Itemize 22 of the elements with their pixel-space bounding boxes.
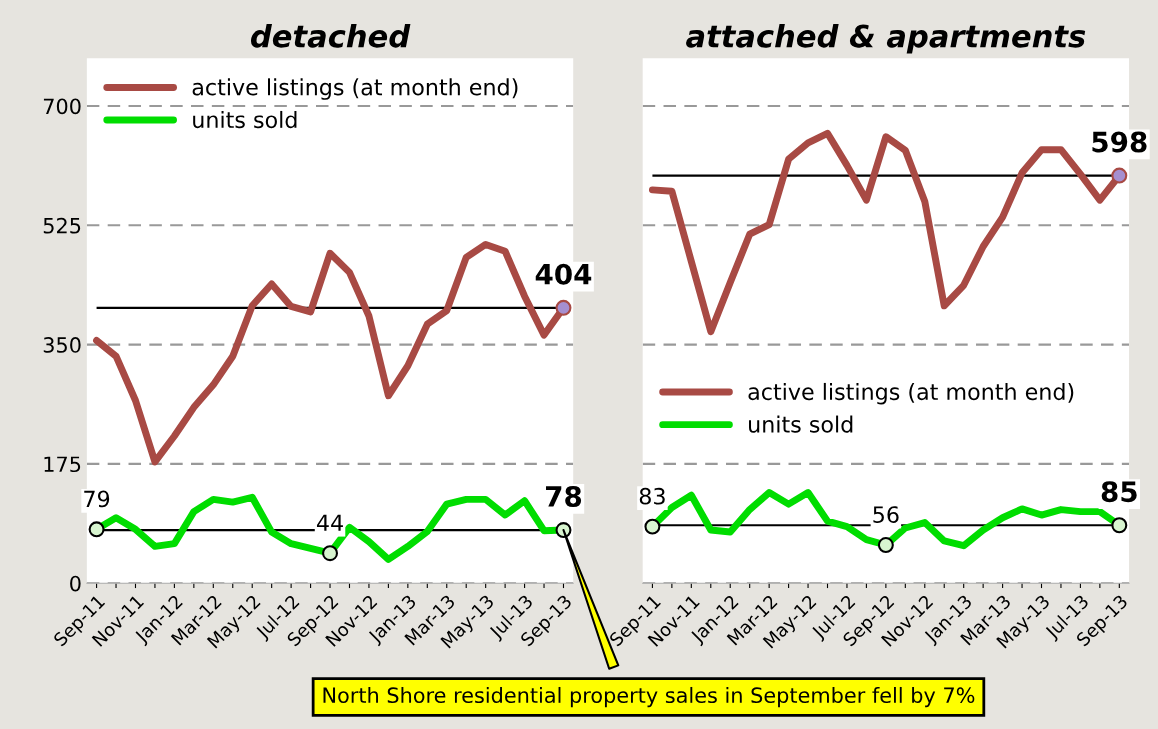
point	[1111, 167, 1128, 184]
y-tick-label: 525	[43, 217, 81, 234]
legend-label: units sold	[193, 110, 297, 129]
data-label: 85	[1101, 481, 1137, 503]
data-label: 78	[546, 485, 582, 507]
legend-label: units sold	[749, 415, 853, 433]
data-label: 404	[535, 263, 592, 285]
y-tick-label: 700	[43, 98, 81, 115]
y-tick-label: 350	[43, 337, 81, 353]
y-tick-label: 175	[44, 456, 81, 473]
legend-label: active listings (at month end)	[748, 382, 1074, 405]
point	[555, 299, 572, 316]
y-tick-label: 0	[70, 575, 81, 592]
chart-title: attached & apartments	[686, 23, 1086, 54]
legend-label: active listings (at month end)	[192, 78, 518, 100]
chart-title: detached	[250, 23, 411, 48]
data-label: 56	[873, 506, 899, 523]
data-label: 598	[1092, 131, 1147, 153]
data-label: 83	[639, 487, 665, 505]
data-label: 44	[316, 514, 343, 531]
text: North Shore residential property sales in September fell by 7%	[323, 686, 975, 708]
data-label: 79	[84, 490, 110, 508]
